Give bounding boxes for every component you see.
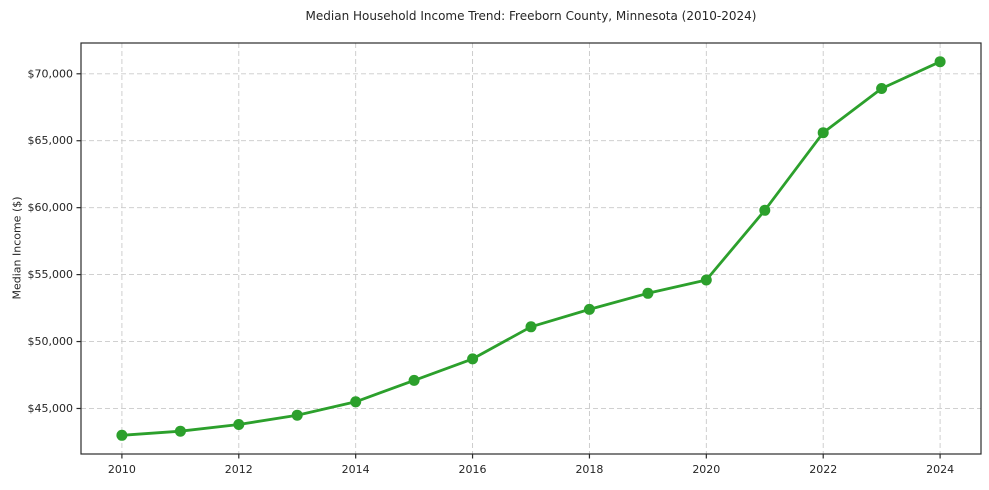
data-point-marker [759,204,771,216]
data-point-marker [700,274,712,286]
y-tick-label: $65,000 [28,134,74,147]
income-trend-line [120,60,942,437]
data-point-marker [642,287,654,299]
x-tick-label: 2024 [926,463,954,476]
data-point-marker [525,321,537,333]
plot-border [80,42,982,455]
x-tick-label: 2018 [575,463,603,476]
y-tick-label: $60,000 [28,201,74,214]
data-point-marker [291,409,303,421]
data-point-marker [116,429,128,441]
y-tick-label: $55,000 [28,268,74,281]
y-tick-label: $50,000 [28,335,74,348]
data-point-marker [408,374,420,386]
x-tick-label: 2022 [809,463,837,476]
data-point-marker [934,56,946,68]
data-point-marker [350,396,362,408]
y-tick-label: $45,000 [28,402,74,415]
data-point-marker [817,127,829,139]
data-point-marker [233,419,245,430]
x-tick-label: 2012 [225,463,253,476]
data-point-marker [467,353,479,365]
y-tick-label: $70,000 [28,67,74,80]
data-point-marker [583,303,595,315]
x-tick-label: 2014 [342,463,370,476]
data-point-marker [174,425,186,437]
x-tick-label: 2020 [692,463,720,476]
x-tick-label: 2010 [108,463,136,476]
x-tick-label: 2016 [459,463,487,476]
data-point-marker [876,83,888,94]
chart-title: Median Household Income Trend: Freeborn … [305,9,757,23]
